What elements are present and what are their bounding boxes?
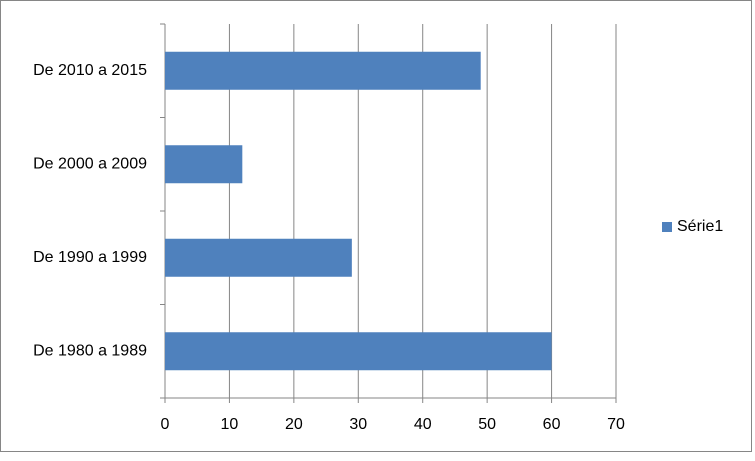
x-tick-label: 0 — [161, 416, 170, 433]
bar — [165, 145, 243, 184]
x-tick-label: 50 — [478, 416, 496, 433]
x-tick-label: 20 — [285, 416, 303, 433]
y-tick-label: De 1990 a 1999 — [33, 249, 147, 266]
x-tick-label: 60 — [543, 416, 561, 433]
legend-swatch — [662, 222, 672, 232]
bar — [165, 238, 352, 277]
y-tick-label: De 1980 a 1989 — [33, 342, 147, 359]
x-tick-label: 30 — [349, 416, 367, 433]
y-tick-label: De 2010 a 2015 — [33, 62, 147, 79]
x-tick-label: 40 — [414, 416, 432, 433]
x-tick-label: 10 — [221, 416, 239, 433]
legend-label: Série1 — [677, 218, 723, 235]
x-tick-label: 70 — [607, 416, 625, 433]
y-tick-label: De 2000 a 2009 — [33, 155, 147, 172]
bar — [165, 332, 552, 371]
bar — [165, 51, 481, 90]
